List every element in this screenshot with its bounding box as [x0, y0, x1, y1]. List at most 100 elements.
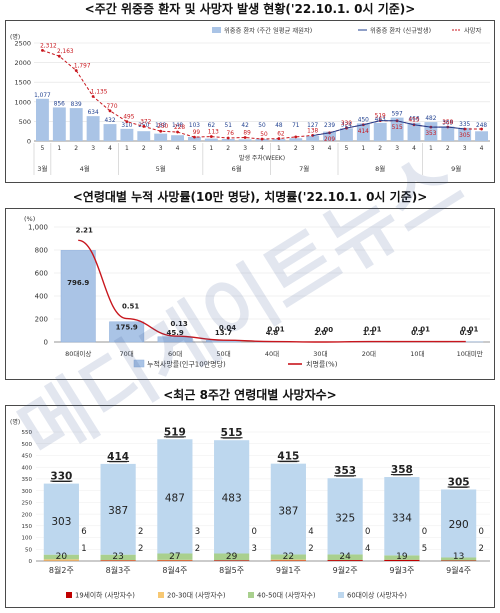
weekly-week-label: 5 [345, 145, 349, 152]
weekly-bar [272, 139, 286, 141]
age-rate-category-label: 40대 [265, 350, 279, 358]
weekly-bar [289, 138, 303, 141]
age-weekly-ytick-label: 250 [22, 501, 33, 507]
weekly-week-label: 1 [57, 145, 61, 152]
weekly-bar [221, 139, 235, 141]
age-weekly-unit-label: (명) [10, 418, 20, 426]
weekly-bar [458, 127, 472, 141]
weekly-deaths-point [91, 95, 95, 98]
weekly-bar [137, 131, 151, 141]
weekly-bar [69, 108, 83, 141]
age-weekly-bar-segment [384, 559, 420, 561]
age-weekly-bar-segment [157, 439, 193, 554]
weekly-deaths-point [125, 120, 129, 123]
weekly-week-label: 2 [142, 145, 146, 152]
weekly-deaths-point [176, 130, 179, 134]
age-weekly-legend-swatch [158, 592, 164, 598]
age-weekly-bar-segment [43, 554, 79, 560]
age-weekly-ytick-label: 350 [22, 477, 33, 483]
weekly-bar [52, 107, 66, 141]
weekly-bar-label: 148 [172, 123, 183, 129]
weekly-week-label: 4 [108, 145, 112, 152]
weekly-week-label: 4 [328, 145, 332, 152]
age-weekly-under19-label: 2 [308, 544, 313, 554]
weekly-bar [407, 122, 421, 141]
age-rate-fatality-label: 0.04 [219, 324, 236, 332]
weekly-bar-label: 1,077 [34, 93, 51, 99]
age-weekly-bar-segment [441, 557, 477, 561]
age-weekly-under19-label: 4 [365, 544, 370, 554]
weekly-deaths-point [41, 48, 44, 52]
weekly-chart-title: <주간 위중증 환자 및 사망자 발생 현황('22.10.1. 0시 기준)> [84, 2, 416, 16]
weekly-week-label: 5 [41, 145, 45, 152]
age-rate-category-label: 20대 [362, 350, 376, 358]
weekly-deaths-label: 495 [123, 115, 134, 121]
age-rate-bar-label: 796.9 [67, 279, 89, 287]
age-weekly-legend-label: 19세이하 (사망자수) [75, 591, 135, 600]
age-weekly-under19-label: 2 [479, 544, 484, 554]
weekly-deaths-label: 228 [174, 125, 185, 131]
age-weekly-chart-frame: (명) 0 50 100 150 200 250 300 350 400 450 500 550 303 2… [5, 405, 495, 608]
weekly-deaths-point [159, 129, 163, 133]
age-weekly-60plus-label: 487 [165, 493, 185, 505]
age-weekly-60plus-label: 290 [449, 519, 469, 531]
weekly-week-label: 5 [193, 145, 197, 152]
age-rate-legend-line-label: 치명률(%) [306, 360, 338, 369]
weekly-bar-label: 127 [307, 123, 318, 129]
weekly-unit-label: (명) [10, 33, 20, 41]
weekly-bar [120, 128, 134, 141]
weekly-deaths-point [277, 137, 281, 140]
weekly-new-severe-label: 515 [392, 125, 403, 131]
age-weekly-chart-title: <최근 8주간 연령대별 사망자수> [163, 388, 337, 402]
weekly-new-severe-label: 415 [408, 118, 419, 124]
age-weekly-bar-segment [214, 553, 250, 561]
age-weekly-bar-segment [214, 440, 250, 554]
age-weekly-category-label: 9월1주 [276, 565, 301, 575]
age-weekly-bar-segment [441, 489, 477, 558]
age-weekly-bar-segment [43, 483, 79, 555]
age-weekly-bar-segment [157, 559, 193, 561]
weekly-bar-label: 42 [241, 123, 249, 129]
age-rate-ytick-label: 800 [35, 247, 48, 255]
age-rate-bar-label: 45.9 [166, 329, 183, 337]
weekly-bar-label: 50 [258, 123, 266, 129]
weekly-bar [188, 136, 201, 141]
weekly-ytick-label: 1000 [14, 98, 31, 106]
weekly-deaths-label: 1,135 [91, 90, 108, 96]
weekly-month-label: 8월 [375, 164, 385, 173]
age-weekly-under19-label: 2 [138, 544, 143, 554]
weekly-deaths-point [209, 135, 213, 138]
age-rate-fatality-label: 0.01 [413, 326, 430, 334]
weekly-bar [373, 122, 387, 141]
age-rate-fatality-label: 0.01 [364, 326, 381, 334]
age-weekly-total-label: 358 [391, 464, 413, 476]
age-rate-category-label: 50대 [216, 350, 230, 358]
age-weekly-total-label: 515 [221, 427, 243, 439]
age-weekly-category-label: 8월5주 [219, 565, 244, 575]
weekly-week-label: 1 [277, 145, 281, 152]
age-weekly-total-label: 330 [50, 471, 72, 483]
age-rate-ytick-label: 200 [35, 316, 48, 324]
weekly-legend-bar-swatch [212, 27, 221, 33]
age-weekly-60plus-label: 387 [108, 505, 128, 517]
age-weekly-60plus-label: 303 [51, 516, 71, 528]
weekly-bar-label: 597 [392, 112, 403, 118]
weekly-bar-label: 482 [425, 116, 436, 122]
age-rate-bar-label: 175.9 [116, 323, 138, 331]
weekly-deaths-point [226, 136, 230, 140]
age-weekly-category-label: 9월2주 [333, 565, 358, 575]
age-rate-fatality-label: 0.00 [316, 326, 333, 334]
weekly-bar-label: 48 [275, 123, 283, 129]
age-weekly-ytick-label: 0 [29, 559, 33, 565]
weekly-month-label: 4월 [80, 164, 90, 173]
age-rate-bar [109, 321, 145, 343]
weekly-week-label: 2 [378, 145, 382, 152]
weekly-week-label: 4 [480, 145, 484, 152]
age-weekly-ytick-label: 100 [22, 536, 33, 542]
age-rate-bar [157, 336, 193, 343]
age-rate-category-label: 60대 [168, 350, 182, 358]
age-weekly-total-label: 519 [164, 426, 186, 438]
weekly-bar-label: 248 [476, 123, 487, 129]
weekly-deaths-label: 1,797 [74, 64, 91, 70]
weekly-bar [390, 117, 404, 141]
